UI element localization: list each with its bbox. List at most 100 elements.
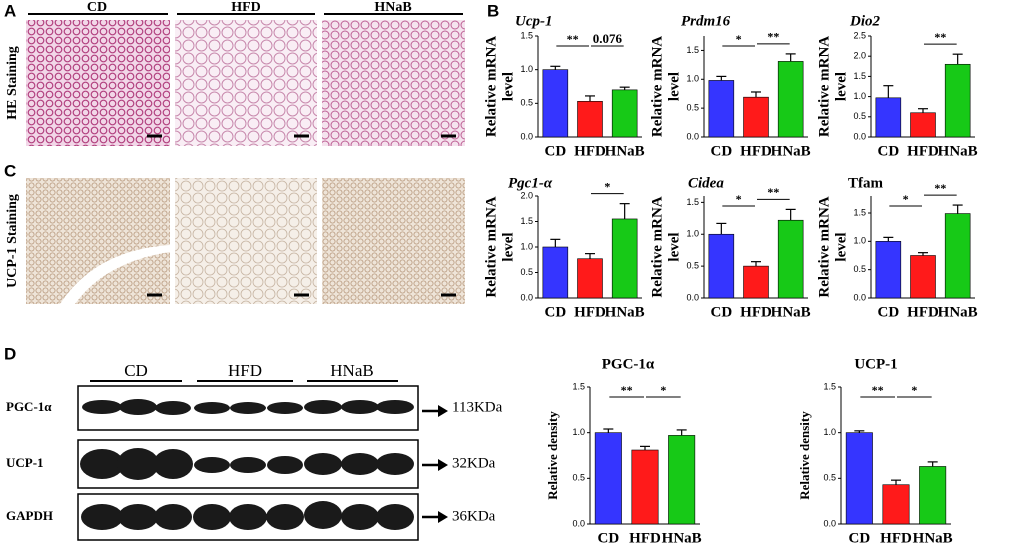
bar <box>594 432 622 525</box>
y-tick-label: 0.0 <box>686 131 699 141</box>
bar <box>944 63 971 138</box>
group-label: CD <box>87 0 107 15</box>
significance-label: * <box>736 32 742 46</box>
y-axis-label: Relative density <box>797 411 812 500</box>
y-tick-label: 2.0 <box>853 51 866 61</box>
significance-label: 0.076 <box>593 31 623 46</box>
significance-label: ** <box>621 383 633 397</box>
y-tick-label: 1.5 <box>853 207 866 217</box>
chart-title: Ucp-1 <box>515 13 553 29</box>
y-tick-label: 1.0 <box>823 427 836 437</box>
y-tick-label: 1.5 <box>572 381 585 391</box>
significance-label: * <box>604 179 610 193</box>
y-tick-label: 1.0 <box>520 241 533 251</box>
bar <box>910 112 936 138</box>
x-tick-label: HFD <box>907 304 939 320</box>
x-tick-label: HFD <box>629 530 661 545</box>
significance-label: * <box>903 192 909 206</box>
x-tick-label: CD <box>710 143 732 159</box>
y-axis-label: Relative mRNA <box>483 196 499 297</box>
bar <box>882 484 910 525</box>
y-tick-label: 0.0 <box>572 518 585 528</box>
y-axis-label: level <box>500 232 516 261</box>
x-tick-label: CD <box>848 530 870 545</box>
ucp-vessel <box>60 245 170 304</box>
x-tick-label: HNaB <box>662 530 702 545</box>
y-tick-label: 1.0 <box>853 91 866 101</box>
chart-title: Dio2 <box>849 13 881 29</box>
y-tick-label: 0.5 <box>686 103 699 113</box>
y-tick-label: 0.5 <box>823 473 836 483</box>
x-tick-label: HNaB <box>913 530 953 545</box>
y-tick-label: 0.5 <box>853 111 866 121</box>
he-image <box>26 20 170 146</box>
x-tick-label: HFD <box>574 143 606 159</box>
bar <box>708 80 735 138</box>
y-tick-label: 1.5 <box>686 45 699 55</box>
significance-label: * <box>660 383 666 397</box>
significance-label: * <box>736 192 742 206</box>
blot-size: 113KDa <box>452 399 503 415</box>
significance-label: ** <box>934 181 946 195</box>
blot-bands <box>80 399 414 530</box>
blot-frames <box>77 385 419 541</box>
panel-label: B <box>487 1 499 20</box>
panel-label: D <box>4 344 16 363</box>
y-tick-label: 0.0 <box>686 292 699 302</box>
y-tick-label: 1.5 <box>853 71 866 81</box>
blot-size: 36KDa <box>452 508 496 524</box>
bar <box>777 219 804 299</box>
bar <box>708 233 735 299</box>
y-tick-label: 1.5 <box>823 381 836 391</box>
x-tick-label: HFD <box>907 143 939 159</box>
x-tick-label: HNaB <box>605 304 645 320</box>
panel-label: C <box>4 161 16 180</box>
y-tick-label: 0.0 <box>520 292 533 302</box>
chart-title: Pgc1-α <box>508 175 553 191</box>
y-axis-label: Relative density <box>545 411 560 500</box>
y-tick-label: 0.5 <box>686 261 699 271</box>
scale-bars <box>147 134 456 297</box>
bar <box>777 61 804 138</box>
significance-label: ** <box>767 30 779 44</box>
significance-label: * <box>911 383 917 397</box>
bar <box>875 241 902 299</box>
y-tick-label: 0.0 <box>823 518 836 528</box>
blot-row-label: UCP-1 <box>6 455 44 470</box>
bar <box>944 213 971 299</box>
row-label: UCP-1 Staining <box>5 194 20 288</box>
y-tick-label: 1.0 <box>686 74 699 84</box>
y-tick-label: 0.5 <box>520 267 533 277</box>
y-axis-label: level <box>833 72 849 101</box>
y-axis-label: level <box>500 72 516 101</box>
y-tick-label: 0.0 <box>520 131 533 141</box>
ucp-image <box>26 178 170 304</box>
bar <box>875 97 902 138</box>
x-tick-label: CD <box>544 143 566 159</box>
blot-group: CD <box>124 361 148 380</box>
y-axis-label: Relative mRNA <box>649 196 665 297</box>
bar <box>919 466 947 525</box>
x-tick-label: HNaB <box>771 143 811 159</box>
x-tick-label: CD <box>877 143 899 159</box>
group-label: HFD <box>231 0 261 15</box>
group-lines <box>28 13 463 382</box>
x-tick-label: HFD <box>880 530 912 545</box>
y-tick-label: 0.5 <box>853 264 866 274</box>
y-tick-label: 1.0 <box>853 236 866 246</box>
y-tick-label: 1.5 <box>520 30 533 40</box>
x-tick-label: CD <box>877 304 899 320</box>
y-tick-label: 2.5 <box>853 30 866 40</box>
y-tick-label: 0.0 <box>853 131 866 141</box>
significance-label: ** <box>567 32 579 46</box>
x-tick-label: CD <box>544 304 566 320</box>
bar <box>577 258 603 299</box>
significance-label: ** <box>872 383 884 397</box>
y-axis-label: Relative mRNA <box>483 36 499 137</box>
y-tick-label: 1.5 <box>686 197 699 207</box>
y-tick-label: 1.0 <box>686 229 699 239</box>
ucp-image <box>175 178 317 304</box>
blot-size: 32KDa <box>452 455 496 471</box>
